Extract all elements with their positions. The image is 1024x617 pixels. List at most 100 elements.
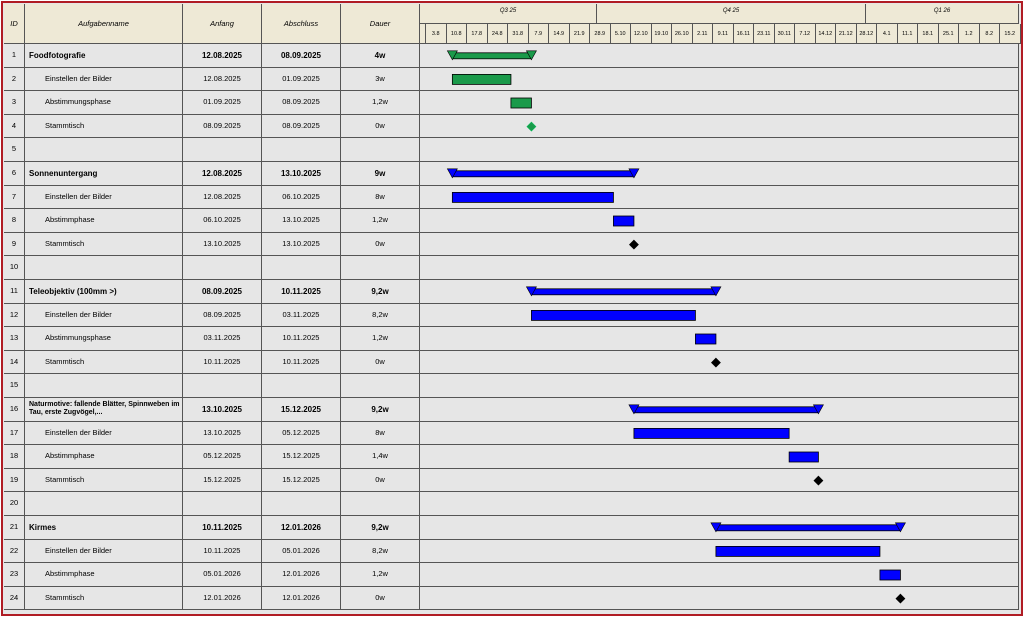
week-label: 18.1 xyxy=(918,24,939,44)
week-label: 21.12 xyxy=(836,24,857,44)
gantt-row xyxy=(420,162,1019,186)
week-label: 24.8 xyxy=(487,24,508,44)
table-cell: Stammtisch xyxy=(25,114,183,139)
gantt-row xyxy=(420,374,1019,398)
table-cell: 23 xyxy=(4,563,25,587)
week-label: 15.2 xyxy=(1000,24,1021,44)
table-cell: 11 xyxy=(4,280,25,304)
table-cell: Stammtisch xyxy=(25,350,183,375)
task-bar xyxy=(451,191,614,203)
task-bar xyxy=(879,569,901,581)
table-cell: 8w xyxy=(341,185,420,210)
empty-cell xyxy=(183,256,262,280)
table-cell: 1 xyxy=(4,44,25,68)
gantt-row xyxy=(420,516,1019,540)
table-cell: 01.09.2025 xyxy=(262,67,341,92)
table-cell: 08.09.2025 xyxy=(183,303,262,328)
table-cell: 4 xyxy=(4,114,25,139)
table-cell: 03.11.2025 xyxy=(183,327,262,351)
table-cell: 1,2w xyxy=(341,563,420,587)
header-cell: Dauer xyxy=(341,4,420,44)
week-label: 19.10 xyxy=(651,24,672,44)
gantt-row xyxy=(420,468,1019,493)
summary-end-marker xyxy=(628,168,640,179)
table-cell: 8,2w xyxy=(341,539,420,564)
table-cell: 7 xyxy=(4,185,25,210)
table-cell: Sonnenuntergang xyxy=(25,162,183,186)
table-cell: 08.09.2025 xyxy=(262,44,341,68)
table-cell: 15.12.2025 xyxy=(262,398,341,422)
table-cell: 15 xyxy=(4,374,25,398)
task-bar xyxy=(695,333,717,345)
header-cell: Aufgabenname xyxy=(25,4,183,44)
table-cell: 15.12.2025 xyxy=(262,445,341,469)
table-cell: 10.11.2025 xyxy=(262,350,341,375)
table-cell: Abstimmungsphase xyxy=(25,327,183,351)
gantt-row xyxy=(420,445,1019,469)
table-cell: Abstimmphase xyxy=(25,445,183,469)
table-cell: Abstimmphase xyxy=(25,563,183,587)
gantt-row xyxy=(420,138,1019,162)
table-cell: 0w xyxy=(341,586,420,611)
table-cell: 13.10.2025 xyxy=(183,398,262,422)
table-cell: 9w xyxy=(341,162,420,186)
table-cell: 0w xyxy=(341,468,420,493)
task-bar xyxy=(510,97,532,109)
gantt-row xyxy=(420,232,1019,257)
summary-bar xyxy=(531,288,717,296)
week-label: 21.9 xyxy=(569,24,590,44)
gantt-row xyxy=(420,327,1019,351)
week-label: 30.11 xyxy=(774,24,795,44)
quarter-label: Q4 25 xyxy=(597,4,866,24)
table-cell: 1,4w xyxy=(341,445,420,469)
table-cell: 05.12.2025 xyxy=(183,445,262,469)
table-cell: Abstimmphase xyxy=(25,209,183,233)
table-cell: 0w xyxy=(341,232,420,257)
summary-end-marker xyxy=(525,50,537,61)
week-label: 2.11 xyxy=(692,24,713,44)
gantt-row xyxy=(420,256,1019,280)
week-label: 17.8 xyxy=(467,24,488,44)
empty-cell xyxy=(183,374,262,398)
week-label: 12.10 xyxy=(631,24,652,44)
table-cell: 05.12.2025 xyxy=(262,421,341,446)
header-cell: ID xyxy=(4,4,25,44)
milestone xyxy=(629,239,639,250)
header-cell: Anfang xyxy=(183,4,262,44)
table-cell: Stammtisch xyxy=(25,232,183,257)
table-cell: 12.08.2025 xyxy=(183,185,262,210)
table-cell: 12 xyxy=(4,303,25,328)
summary-end-marker xyxy=(628,404,640,415)
summary-end-marker xyxy=(894,522,906,533)
empty-cell xyxy=(262,256,341,280)
table-cell: 22 xyxy=(4,539,25,564)
gantt-row xyxy=(420,114,1019,139)
week-label: 7.12 xyxy=(795,24,816,44)
table-cell: 9,2w xyxy=(341,516,420,540)
summary-bar xyxy=(451,170,635,178)
table-cell: 10.11.2025 xyxy=(183,350,262,375)
table-cell: Foodfotografie xyxy=(25,44,183,68)
table-cell: 06.10.2025 xyxy=(183,209,262,233)
gantt-row xyxy=(420,280,1019,304)
table-cell: 8 xyxy=(4,209,25,233)
table-cell: 15.12.2025 xyxy=(262,468,341,493)
table-cell: 10.11.2025 xyxy=(262,327,341,351)
task-bar xyxy=(788,451,819,463)
header-cell: Abschluss xyxy=(262,4,341,44)
gantt-row xyxy=(420,185,1019,210)
table-cell: 06.10.2025 xyxy=(262,185,341,210)
table-cell: 19 xyxy=(4,468,25,493)
week-label: 3.8 xyxy=(426,24,447,44)
table-cell: 6 xyxy=(4,162,25,186)
table-cell: Kirmes xyxy=(25,516,183,540)
summary-end-marker xyxy=(446,168,458,179)
task-bar xyxy=(715,546,881,557)
empty-cell xyxy=(25,256,183,280)
summary-end-marker xyxy=(710,522,722,533)
week-label: 1.2 xyxy=(959,24,980,44)
table-cell: Einstellen der Bilder xyxy=(25,539,183,564)
gantt-row xyxy=(420,44,1019,68)
table-cell: 13.10.2025 xyxy=(183,421,262,446)
